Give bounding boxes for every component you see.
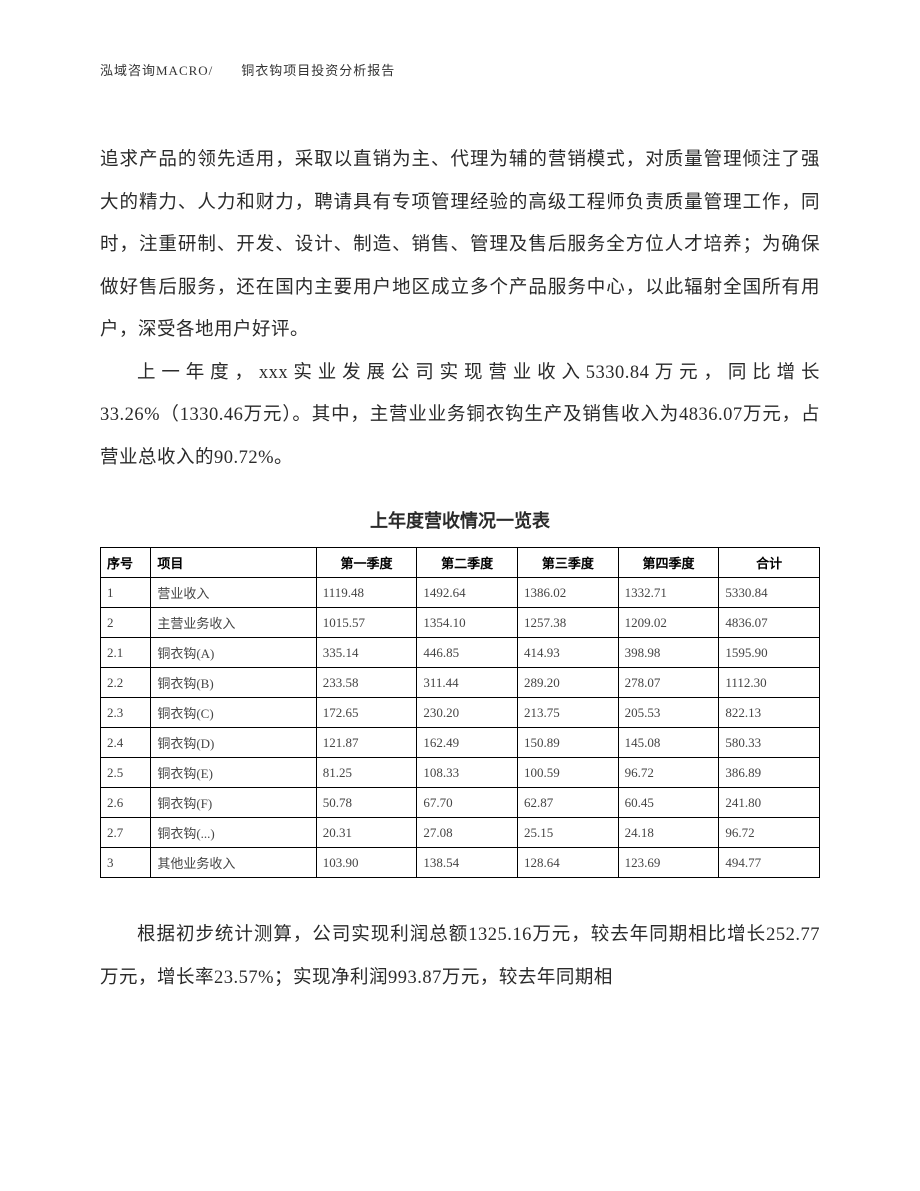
table-cell: 20.31 <box>316 818 417 848</box>
col-seq: 序号 <box>101 548 151 578</box>
table-cell: 1492.64 <box>417 578 518 608</box>
table-cell: 1257.38 <box>518 608 619 638</box>
table-cell: 3 <box>101 848 151 878</box>
table-title: 上年度营收情况一览表 <box>100 507 820 533</box>
table-cell: 62.87 <box>518 788 619 818</box>
col-q4: 第四季度 <box>618 548 719 578</box>
table-cell: 营业收入 <box>151 578 316 608</box>
table-cell: 铜衣钩(...) <box>151 818 316 848</box>
table-cell: 其他业务收入 <box>151 848 316 878</box>
table-cell: 2.3 <box>101 698 151 728</box>
table-cell: 162.49 <box>417 728 518 758</box>
table-cell: 278.07 <box>618 668 719 698</box>
table-cell: 145.08 <box>618 728 719 758</box>
table-cell: 1209.02 <box>618 608 719 638</box>
table-cell: 2 <box>101 608 151 638</box>
table-cell: 172.65 <box>316 698 417 728</box>
table-cell: 386.89 <box>719 758 820 788</box>
table-cell: 2.4 <box>101 728 151 758</box>
table-cell: 289.20 <box>518 668 619 698</box>
table-cell: 1119.48 <box>316 578 417 608</box>
table-cell: 230.20 <box>417 698 518 728</box>
table-cell: 335.14 <box>316 638 417 668</box>
col-q3: 第三季度 <box>518 548 619 578</box>
table-cell: 2.2 <box>101 668 151 698</box>
table-cell: 446.85 <box>417 638 518 668</box>
table-cell: 108.33 <box>417 758 518 788</box>
paragraph-2: 上一年度，xxx实业发展公司实现营业收入5330.84万元，同比增长33.26%… <box>100 352 820 480</box>
table-cell: 铜衣钩(F) <box>151 788 316 818</box>
table-cell: 150.89 <box>518 728 619 758</box>
table-cell: 311.44 <box>417 668 518 698</box>
col-q2: 第二季度 <box>417 548 518 578</box>
table-cell: 60.45 <box>618 788 719 818</box>
table-cell: 铜衣钩(C) <box>151 698 316 728</box>
document-page: 泓域咨询MACRO/ 铜衣钩项目投资分析报告 追求产品的领先适用，采取以直销为主… <box>0 0 920 1059</box>
table-cell: 414.93 <box>518 638 619 668</box>
table-cell: 1595.90 <box>719 638 820 668</box>
table-cell: 25.15 <box>518 818 619 848</box>
table-cell: 2.7 <box>101 818 151 848</box>
table-cell: 1354.10 <box>417 608 518 638</box>
table-cell: 241.80 <box>719 788 820 818</box>
table-cell: 494.77 <box>719 848 820 878</box>
table-cell: 27.08 <box>417 818 518 848</box>
table-cell: 103.90 <box>316 848 417 878</box>
table-cell: 50.78 <box>316 788 417 818</box>
table-row: 2主营业务收入1015.571354.101257.381209.024836.… <box>101 608 820 638</box>
table-cell: 233.58 <box>316 668 417 698</box>
table-cell: 398.98 <box>618 638 719 668</box>
table-row: 2.7铜衣钩(...)20.3127.0825.1524.1896.72 <box>101 818 820 848</box>
table-cell: 138.54 <box>417 848 518 878</box>
table-cell: 铜衣钩(E) <box>151 758 316 788</box>
table-cell: 主营业务收入 <box>151 608 316 638</box>
table-cell: 580.33 <box>719 728 820 758</box>
paragraph-3: 根据初步统计测算，公司实现利润总额1325.16万元，较去年同期相比增长252.… <box>100 914 820 999</box>
table-cell: 24.18 <box>618 818 719 848</box>
table-cell: 2.1 <box>101 638 151 668</box>
table-cell: 128.64 <box>518 848 619 878</box>
table-cell: 205.53 <box>618 698 719 728</box>
table-body: 1营业收入1119.481492.641386.021332.715330.84… <box>101 578 820 878</box>
table-cell: 2.6 <box>101 788 151 818</box>
table-row: 2.5铜衣钩(E)81.25108.33100.5996.72386.89 <box>101 758 820 788</box>
table-header-row: 序号 项目 第一季度 第二季度 第三季度 第四季度 合计 <box>101 548 820 578</box>
table-cell: 铜衣钩(A) <box>151 638 316 668</box>
table-cell: 1386.02 <box>518 578 619 608</box>
table-cell: 213.75 <box>518 698 619 728</box>
revenue-table: 序号 项目 第一季度 第二季度 第三季度 第四季度 合计 1营业收入1119.4… <box>100 547 820 878</box>
table-cell: 96.72 <box>719 818 820 848</box>
table-cell: 铜衣钩(B) <box>151 668 316 698</box>
table-cell: 5330.84 <box>719 578 820 608</box>
table-cell: 81.25 <box>316 758 417 788</box>
table-cell: 1 <box>101 578 151 608</box>
table-row: 3其他业务收入103.90138.54128.64123.69494.77 <box>101 848 820 878</box>
table-cell: 96.72 <box>618 758 719 788</box>
col-item: 项目 <box>151 548 316 578</box>
table-row: 2.6铜衣钩(F)50.7867.7062.8760.45241.80 <box>101 788 820 818</box>
table-cell: 4836.07 <box>719 608 820 638</box>
table-row: 2.3铜衣钩(C)172.65230.20213.75205.53822.13 <box>101 698 820 728</box>
page-header: 泓域咨询MACRO/ 铜衣钩项目投资分析报告 <box>100 60 820 79</box>
table-cell: 铜衣钩(D) <box>151 728 316 758</box>
table-cell: 1015.57 <box>316 608 417 638</box>
table-row: 1营业收入1119.481492.641386.021332.715330.84 <box>101 578 820 608</box>
col-total: 合计 <box>719 548 820 578</box>
table-cell: 1112.30 <box>719 668 820 698</box>
table-row: 2.4铜衣钩(D)121.87162.49150.89145.08580.33 <box>101 728 820 758</box>
table-cell: 2.5 <box>101 758 151 788</box>
paragraph-1: 追求产品的领先适用，采取以直销为主、代理为辅的营销模式，对质量管理倾注了强大的精… <box>100 139 820 352</box>
table-cell: 100.59 <box>518 758 619 788</box>
table-row: 2.2铜衣钩(B)233.58311.44289.20278.071112.30 <box>101 668 820 698</box>
table-cell: 1332.71 <box>618 578 719 608</box>
table-cell: 822.13 <box>719 698 820 728</box>
table-row: 2.1铜衣钩(A)335.14446.85414.93398.981595.90 <box>101 638 820 668</box>
table-cell: 67.70 <box>417 788 518 818</box>
table-cell: 123.69 <box>618 848 719 878</box>
table-cell: 121.87 <box>316 728 417 758</box>
col-q1: 第一季度 <box>316 548 417 578</box>
